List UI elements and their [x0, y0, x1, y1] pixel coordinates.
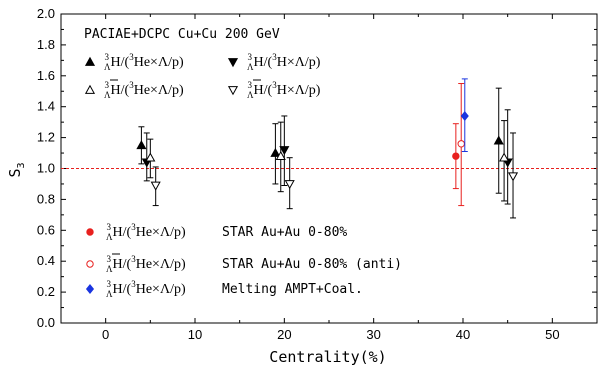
- data-point: [275, 150, 286, 160]
- bottom-legend: 3 ΛH/(3He×Λ/p) STAR Au+Au 0-80% 3 ΛH/(3He×Λ/…: [85, 222, 402, 299]
- x-tick-label: 0: [102, 327, 109, 342]
- y-tick-label: 1.6: [37, 68, 55, 83]
- data-point: [284, 180, 295, 190]
- legend-marker: [86, 228, 94, 236]
- data-point: [145, 152, 156, 162]
- data-point: [499, 152, 510, 162]
- x-tick-label: 40: [456, 327, 470, 342]
- data-point: [457, 140, 465, 148]
- y-tick-label: 0.2: [37, 284, 55, 299]
- y-axis-title: S3: [6, 162, 27, 177]
- legend-label: Melting AMPT+Coal.: [222, 282, 363, 297]
- y-tick-label: 0.0: [37, 315, 55, 330]
- series-layer: [136, 78, 519, 219]
- legend-marker: [85, 284, 95, 294]
- x-axis: 0 10 20 30 40 50: [60, 14, 598, 342]
- legend-label: STAR Au+Au 0-80%: [222, 225, 347, 240]
- legend-marker: [86, 260, 94, 268]
- series-1: [141, 109, 513, 205]
- y-axis: 0.0 0.2 0.4 0.6 0.8 1.0 1.2 1.4 1.6 1.8 2.0: [37, 6, 597, 330]
- series-0: [136, 87, 504, 194]
- y-tick-label: 1.2: [37, 130, 55, 145]
- series-3: [150, 132, 519, 219]
- top-legend: 3 ΛH/(3He×Λ/p) 3 ΛH/(3H×Λ/p) 3 ΛH/(3He×Λ/p) 3 Λ…: [84, 52, 321, 100]
- legend-formula: 3 ΛH/(3He×Λ/p): [106, 279, 186, 299]
- legend-formula: 3 ΛH/(3He×Λ/p): [106, 222, 186, 242]
- legend-marker: [84, 84, 96, 94]
- x-tick-label: 50: [545, 327, 559, 342]
- y-tick-label: 2.0: [37, 6, 55, 21]
- legend-label: STAR Au+Au 0-80% (anti): [222, 257, 402, 272]
- data-point: [452, 152, 460, 160]
- y-tick-label: 1.0: [37, 161, 55, 176]
- x-tick-label: 20: [277, 327, 291, 342]
- x-tick-label: 30: [366, 327, 380, 342]
- legend-formula: 3 ΛH/(3H×Λ/p): [247, 80, 321, 100]
- legend-formula: 3 ΛH/(3He×Λ/p): [104, 52, 184, 72]
- legend-marker: [227, 86, 239, 96]
- svg-text:S3: S3: [6, 162, 27, 177]
- x-tick-label: 10: [188, 327, 202, 342]
- legend-marker: [227, 58, 239, 68]
- x-axis-title: Centrality(%): [269, 348, 386, 366]
- chart-header: PACIAE+DCPC Cu+Cu 200 GeV: [84, 27, 280, 42]
- legend-formula: 3 ΛH/(3He×Λ/p): [106, 254, 186, 274]
- data-point: [150, 181, 161, 191]
- y-tick-label: 0.6: [37, 222, 55, 237]
- y-tick-label: 0.8: [37, 191, 55, 206]
- series-5: [457, 83, 465, 207]
- y-axis-title-sub: 3: [16, 162, 27, 168]
- data-point: [279, 146, 290, 156]
- y-tick-label: 1.8: [37, 37, 55, 52]
- series-6: [460, 78, 469, 153]
- y-tick-label: 0.4: [37, 253, 55, 268]
- data-point: [507, 172, 519, 182]
- data-point: [270, 147, 281, 157]
- y-tick-label: 1.4: [37, 99, 55, 114]
- legend-formula: 3 ΛH/(3H×Λ/p): [247, 52, 321, 72]
- data-point: [136, 140, 147, 150]
- data-point: [493, 135, 504, 145]
- data-point: [460, 110, 469, 121]
- legend-formula: 3 ΛH/(3He×Λ/p): [104, 80, 184, 100]
- y-axis-title-main: S: [6, 169, 24, 178]
- legend-marker: [84, 56, 96, 66]
- series-2: [145, 120, 510, 202]
- series-4: [452, 123, 460, 190]
